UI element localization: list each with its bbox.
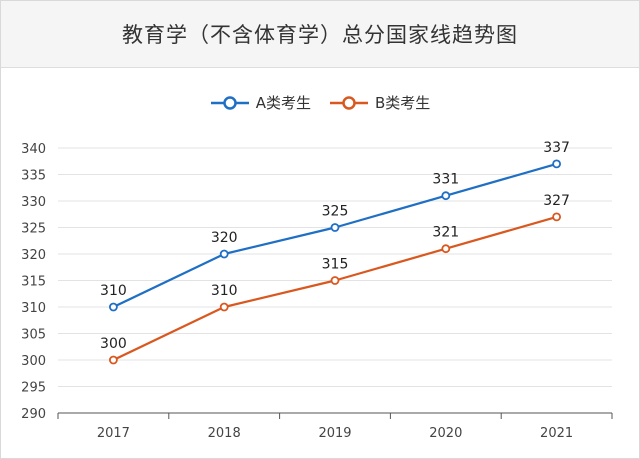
data-label-0-4: 337 [543,140,570,156]
data-point-0-1 [219,249,229,259]
data-point-0-3 [441,191,451,201]
data-point-1-1 [219,302,229,312]
y-tick-label-7: 325 [21,222,46,237]
legend-item-a[interactable]: A类考生 [210,92,311,113]
data-label-0-1: 320 [211,230,238,246]
data-point-0-0 [109,302,118,312]
data-label-0-2: 325 [322,204,349,220]
data-point-0-4 [552,159,561,169]
x-tick-label-2018: 2018 [208,426,241,441]
y-tick-label-1: 295 [21,381,46,396]
data-label-0-0: 310 [100,283,127,299]
data-label-1-3: 321 [432,225,459,241]
y-tick-label-3: 305 [21,328,46,343]
legend-swatch-a [210,95,249,110]
data-label-1-0: 300 [100,336,127,352]
x-tick-label-2020: 2020 [429,426,462,441]
y-tick-label-2: 300 [21,354,46,369]
data-point-0-2 [330,223,340,232]
data-label-1-1: 310 [211,283,238,299]
legend-swatch-b [329,95,368,110]
data-point-1-4 [552,212,561,222]
data-point-1-2 [330,276,340,285]
legend-item-b[interactable]: B类考生 [329,92,430,113]
y-tick-label-0: 290 [21,407,46,422]
data-point-1-3 [441,244,451,254]
legend-label-a: A类考生 [255,94,311,112]
data-label-1-4: 327 [543,193,570,209]
y-tick-label-6: 320 [21,248,46,263]
y-tick-label-8: 330 [21,195,46,210]
chart-header: 教育学（不含体育学）总分国家线趋势图 [1,1,639,68]
data-label-1-2: 315 [322,257,349,273]
chart-title: 教育学（不含体育学）总分国家线趋势图 [122,23,518,47]
series-line-1 [112,215,557,361]
y-tick-label-9: 335 [21,169,46,184]
x-tick-label-2021: 2021 [540,426,573,441]
y-tick-label-10: 340 [21,142,46,157]
legend-label-b: B类考生 [374,94,431,112]
chart-legend: A类考生 B类考生 [1,92,639,113]
x-tick-label-2017: 2017 [97,426,130,441]
x-tick-label-2019: 2019 [318,426,351,441]
data-point-1-0 [109,355,118,365]
y-tick-label-5: 315 [21,275,46,290]
y-tick-label-4: 310 [21,301,46,316]
data-label-0-3: 331 [432,172,459,188]
